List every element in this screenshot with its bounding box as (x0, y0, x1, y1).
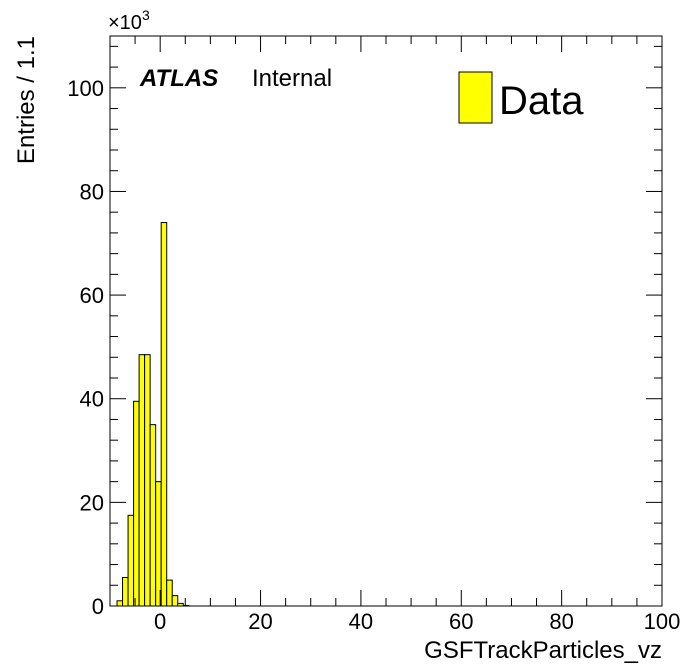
plot-frame (109, 35, 663, 607)
histogram-bar (122, 577, 129, 607)
y-tick-label: 60 (80, 283, 104, 308)
histogram-bar (138, 354, 146, 607)
histogram-bar (155, 481, 162, 607)
x-tick-label: 20 (248, 609, 272, 634)
x-tick-label: 40 (349, 609, 373, 634)
histogram-bar (160, 222, 168, 607)
histogram-bar (166, 579, 173, 607)
atlas-label: ATLAS (139, 65, 218, 92)
y-tick-labels: 0 20 40 60 80 100 (67, 76, 104, 619)
histogram-bar (144, 354, 151, 607)
x-tick-label: 80 (549, 609, 573, 634)
x-tick-labels: 0 20 40 60 80 100 (154, 609, 680, 634)
y-tick-label: 100 (67, 76, 104, 101)
histogram-bar (116, 600, 124, 607)
x-tick-label: 0 (154, 609, 166, 634)
legend-swatch-data (458, 71, 493, 124)
x-axis-title: GSFTrackParticles_vz (424, 637, 662, 664)
y-axis-title: Entries / 1.1 (13, 36, 40, 164)
histogram-bars (116, 222, 190, 607)
y-tick-label: 80 (80, 179, 104, 204)
histogram-bar (149, 424, 157, 607)
legend-label-data: Data (499, 79, 584, 123)
y-tick-label: 40 (80, 387, 104, 412)
histogram-bar (133, 400, 140, 607)
histogram-bar (127, 514, 135, 607)
internal-label: Internal (252, 65, 332, 92)
y-tick-label: 0 (92, 594, 104, 619)
histogram-bar (171, 595, 179, 607)
axis-ticks (109, 36, 663, 607)
y-tick-label: 20 (80, 490, 104, 515)
x-tick-label: 60 (449, 609, 473, 634)
y-axis-multiplier: ×103 (108, 7, 150, 34)
x-tick-label: 100 (644, 609, 681, 634)
